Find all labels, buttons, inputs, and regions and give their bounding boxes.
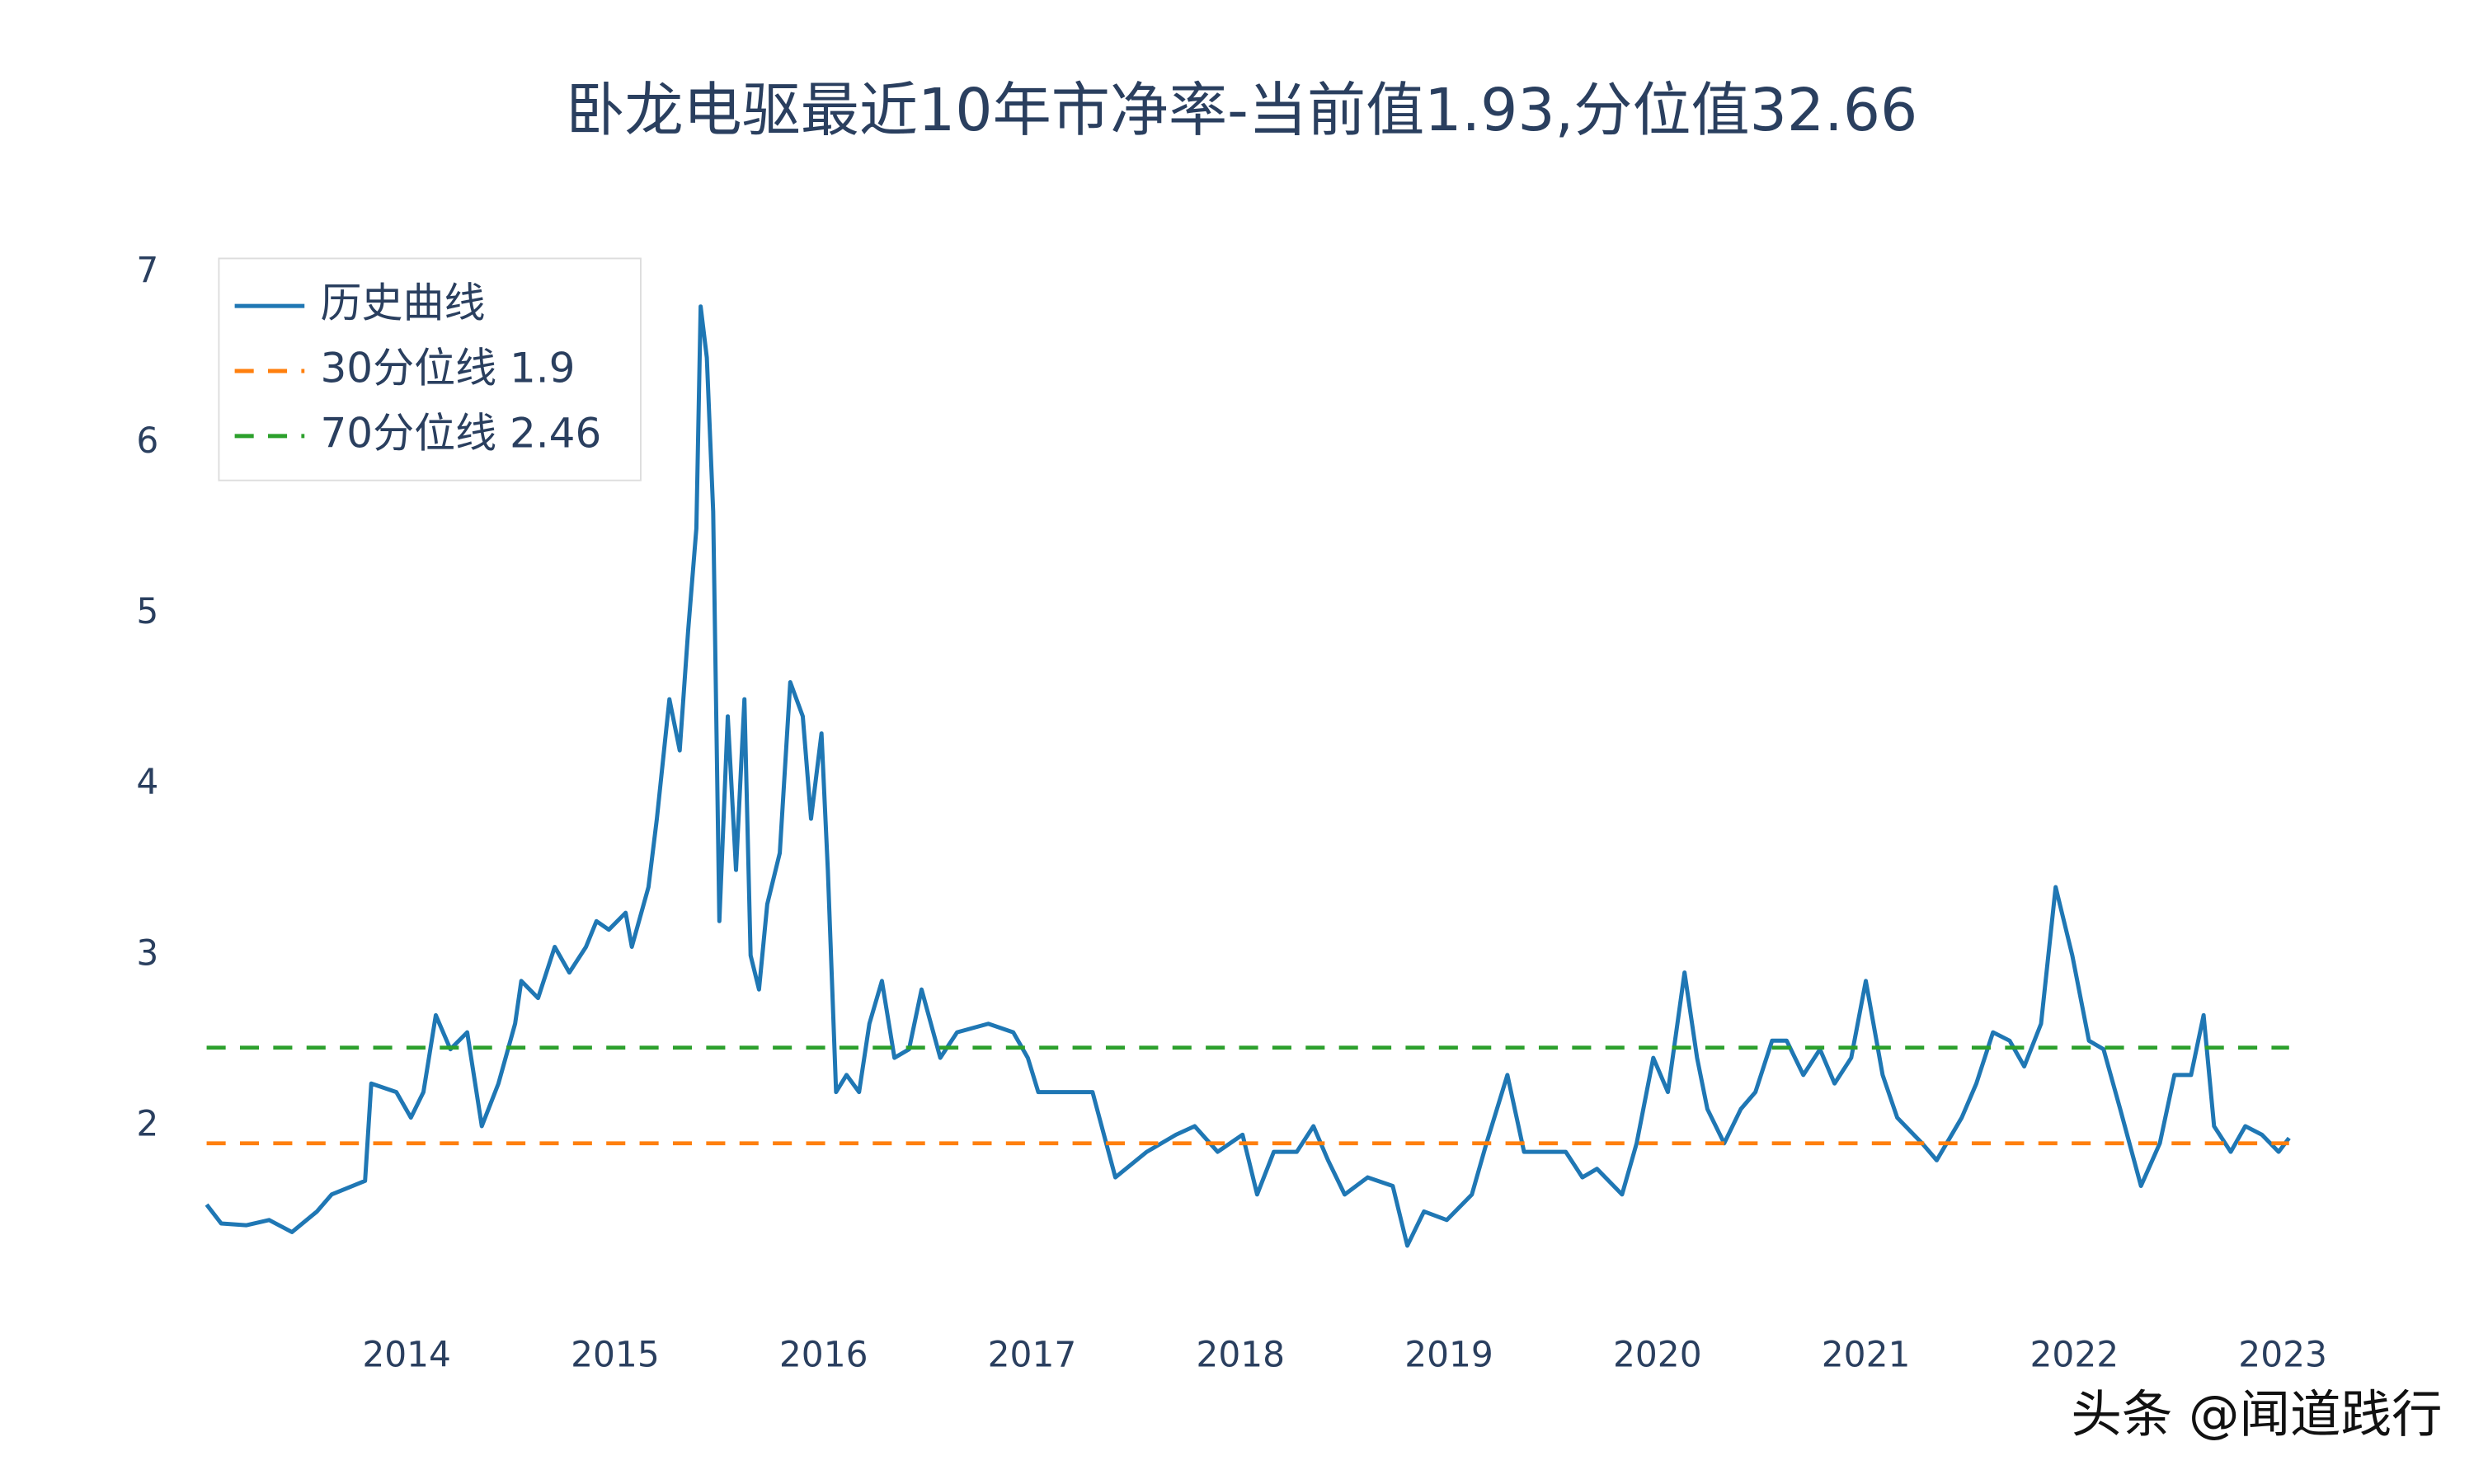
x-tick-label: 2022	[2030, 1335, 2119, 1375]
x-tick-label: 2021	[1822, 1335, 1911, 1375]
data-line	[205, 304, 2291, 1248]
x-tick-label: 2016	[779, 1335, 868, 1375]
watermark: 头条 @闻道践行	[2071, 1384, 2442, 1444]
x-tick-label: 2020	[1613, 1335, 1702, 1375]
legend-label: 30分位线 1.9	[320, 345, 575, 392]
legend-label: 历史曲线	[320, 279, 485, 327]
x-tick-label: 2023	[2238, 1335, 2327, 1375]
y-tick-label: 3	[136, 932, 158, 973]
y-tick-label: 7	[136, 250, 158, 290]
y-tick-label: 5	[136, 591, 158, 632]
legend-box	[218, 257, 642, 481]
x-tick-label: 2018	[1196, 1335, 1285, 1375]
chart-title: 卧龙电驱最近10年市净率-当前值1.93,分位值32.66	[566, 76, 1917, 144]
legend-label: 70分位线 2.46	[320, 409, 601, 457]
x-tick-label: 2015	[571, 1335, 660, 1375]
x-tick-label: 2019	[1404, 1335, 1493, 1375]
y-tick-label: 4	[136, 762, 158, 802]
x-tick-label: 2017	[988, 1335, 1077, 1375]
y-tick-label: 6	[136, 420, 158, 461]
y-tick-label: 2	[136, 1103, 158, 1144]
x-tick-label: 2014	[362, 1335, 451, 1375]
